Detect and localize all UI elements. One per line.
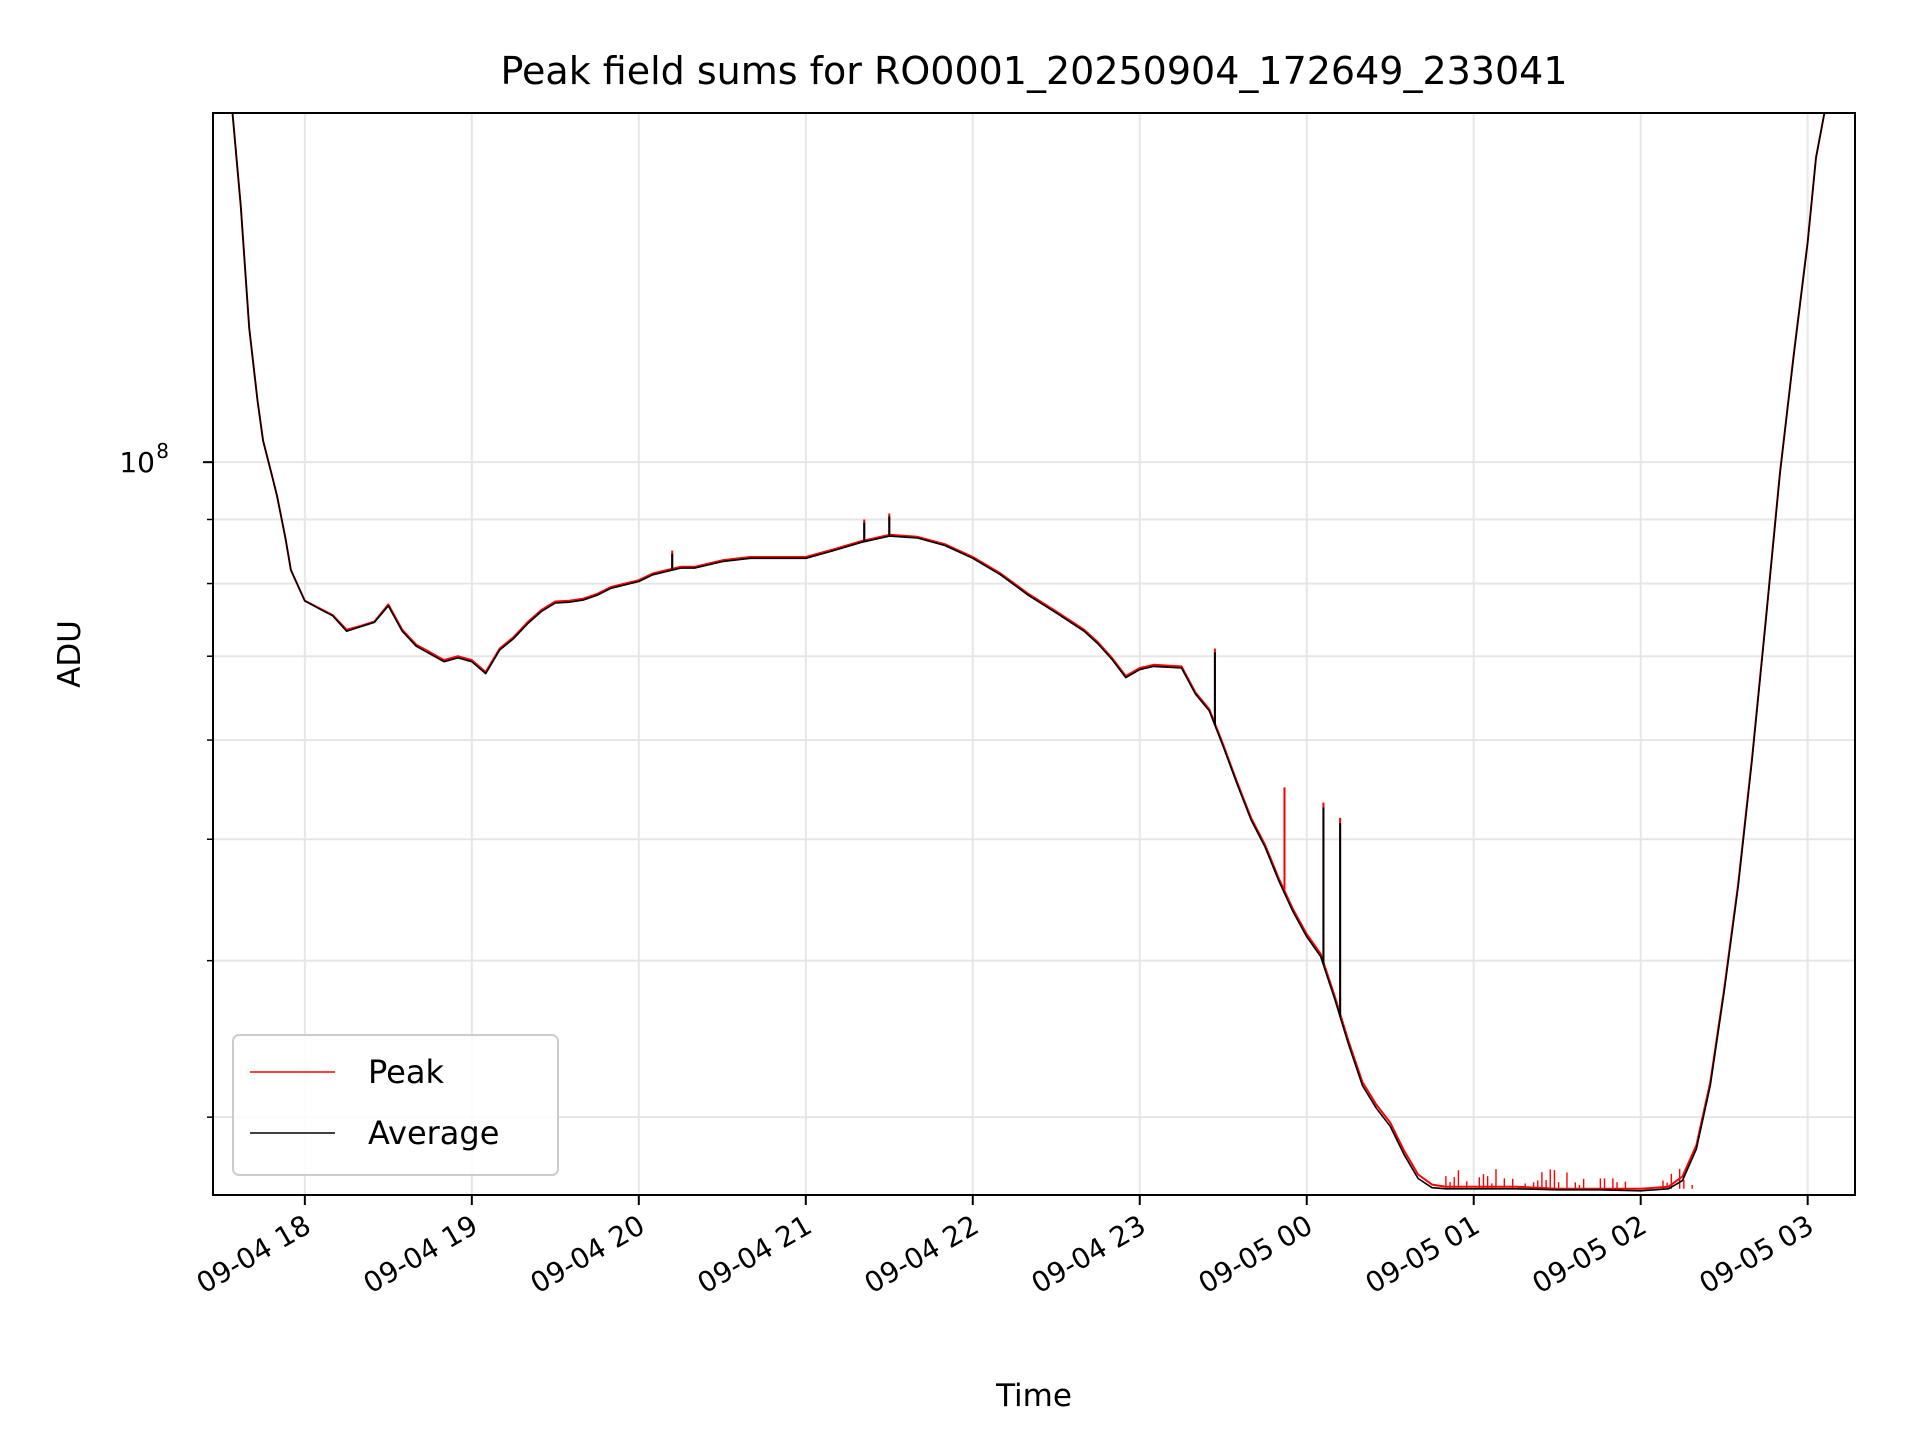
legend: Peak Average	[232, 1034, 559, 1176]
y-axis-title: ADU	[52, 620, 88, 688]
y-tick-exponent: 8	[156, 439, 169, 463]
grid-lines	[213, 113, 1855, 1195]
legend-label-average: Average	[368, 1114, 499, 1152]
y-tick-label: 10	[119, 446, 155, 479]
plot-area-frame	[212, 112, 1856, 1196]
x-axis-title: Time	[995, 1378, 1072, 1414]
legend-box	[232, 1034, 559, 1176]
series-line-average	[231, 112, 1826, 1192]
legend-label-peak: Peak	[368, 1053, 444, 1091]
series-layer	[231, 112, 1826, 1192]
chart-title: Peak field sums for RO0001_20250904_1726…	[500, 49, 1567, 93]
